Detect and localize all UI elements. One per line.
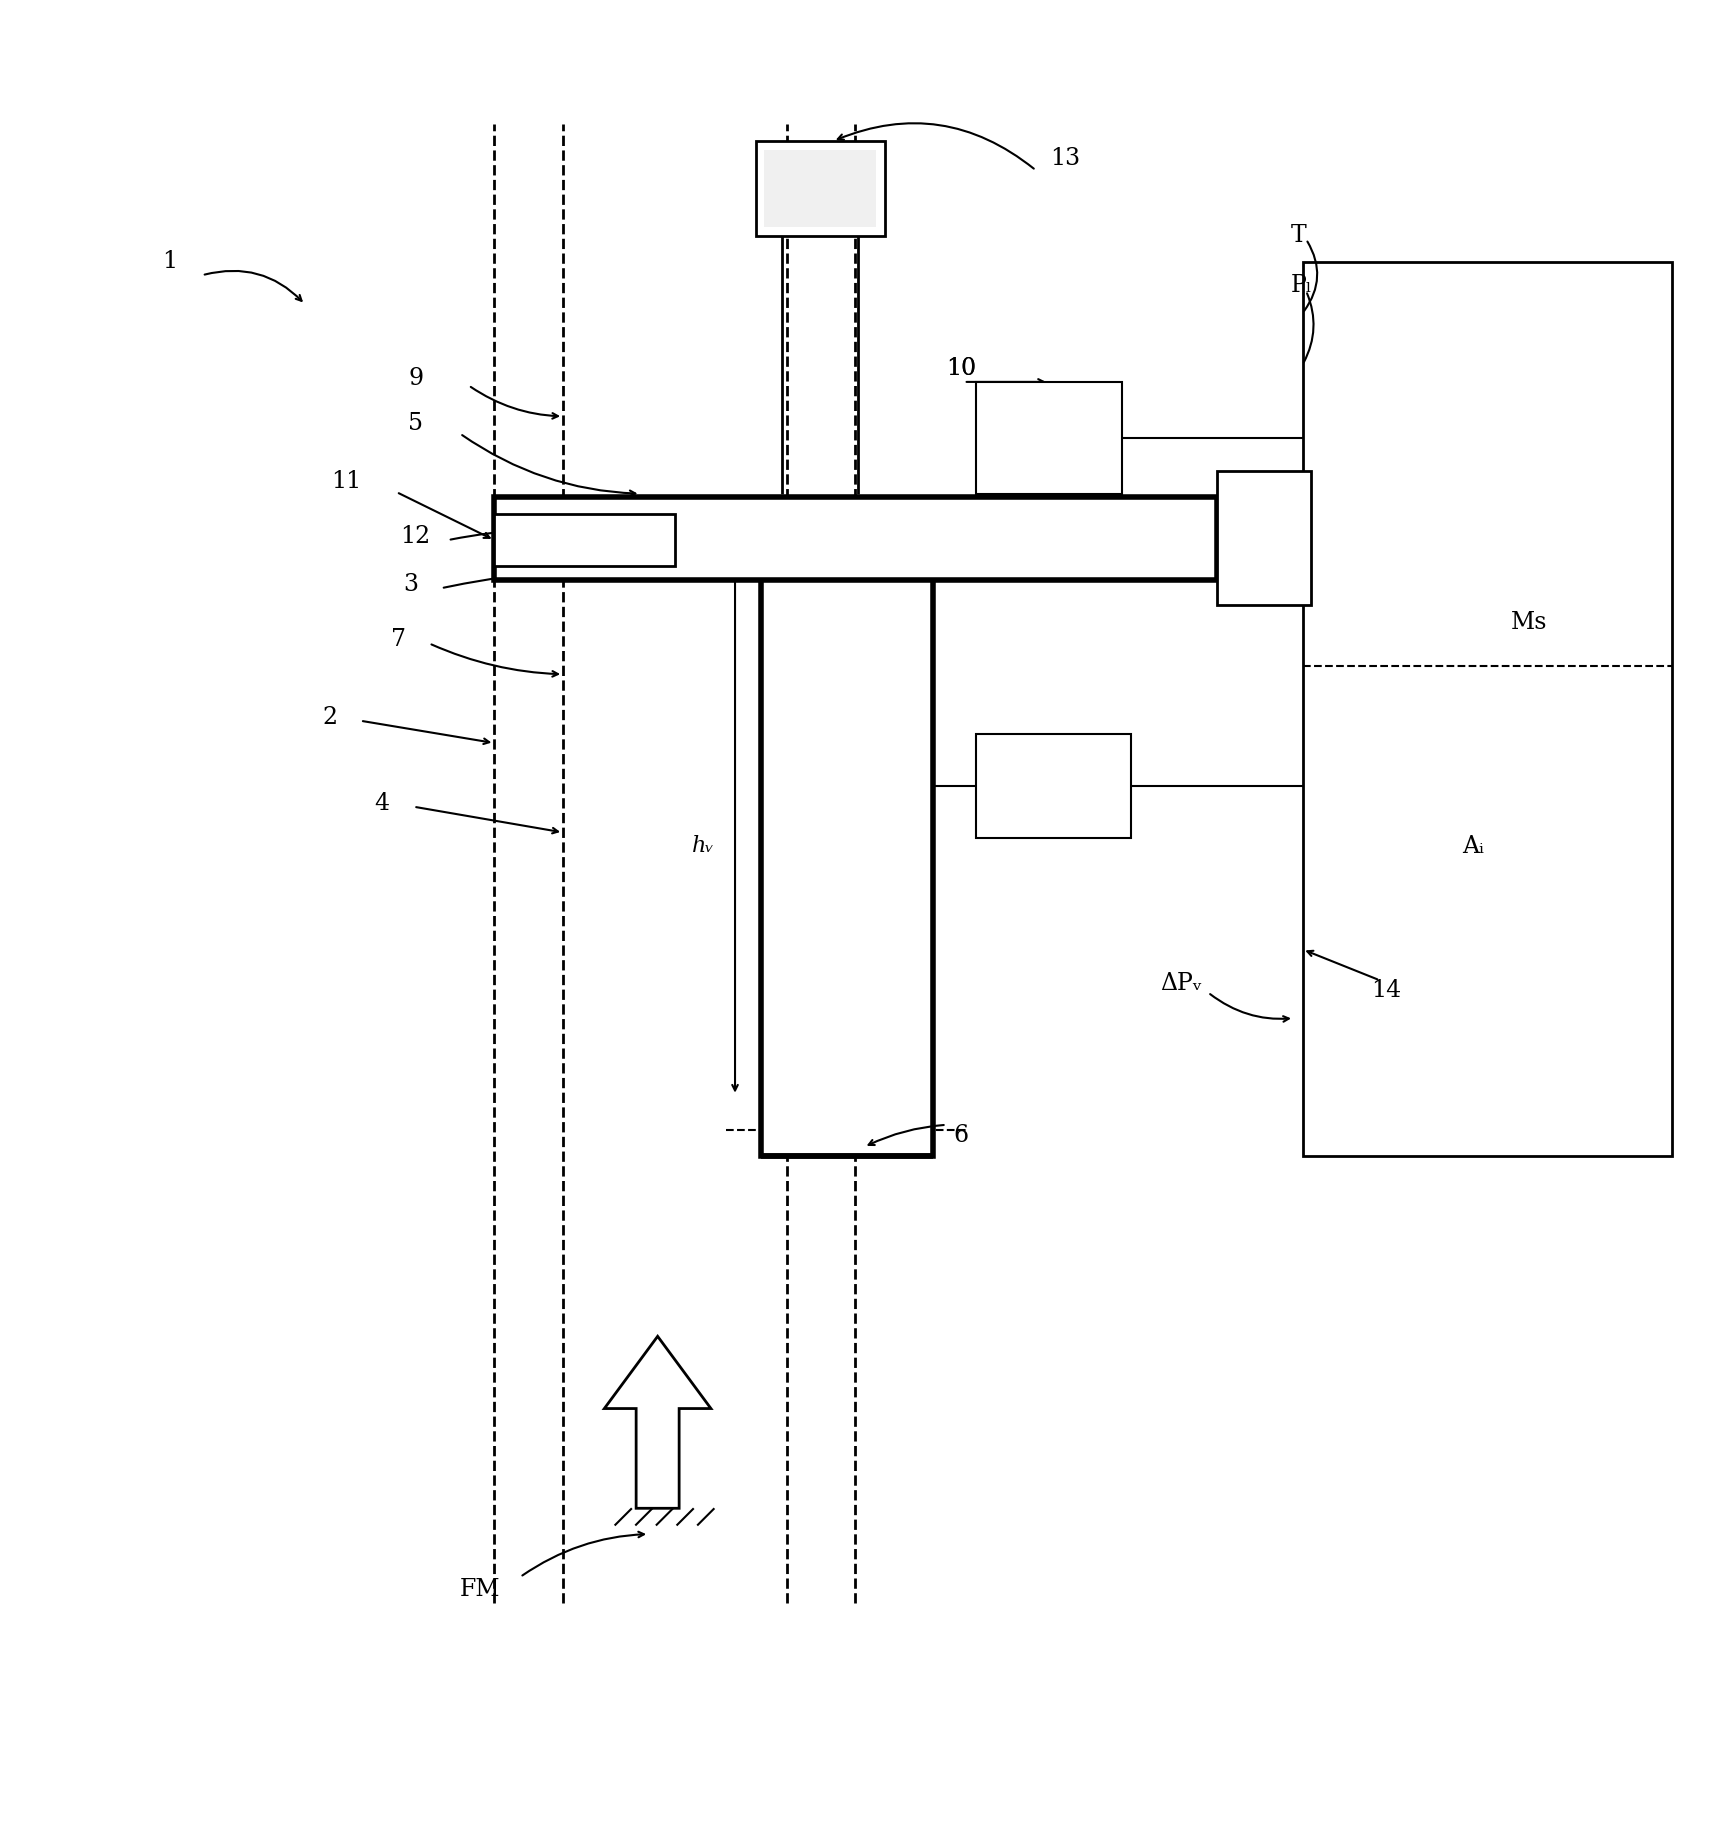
Text: Ms: Ms [1510, 611, 1547, 635]
Text: 2: 2 [323, 706, 337, 728]
Text: 5: 5 [408, 412, 423, 436]
Bar [494, 498, 1217, 580]
Bar [1217, 472, 1312, 606]
Text: 8: 8 [1044, 822, 1059, 844]
Text: 6: 6 [954, 1124, 969, 1147]
Text: 1: 1 [162, 251, 178, 273]
Bar [976, 734, 1130, 838]
Text: hᵥ: hᵥ [691, 834, 715, 856]
Text: 12: 12 [399, 525, 430, 549]
Bar [755, 141, 885, 236]
Text: 4: 4 [373, 792, 389, 814]
Text: 14: 14 [1372, 979, 1401, 1003]
Text: 9: 9 [408, 368, 423, 390]
Bar [494, 514, 676, 565]
Text: 10: 10 [947, 357, 976, 379]
Text: FM: FM [460, 1577, 501, 1601]
Text: 10: 10 [947, 357, 976, 379]
Text: Pₗ: Pₗ [1291, 274, 1312, 296]
Text: 7: 7 [391, 628, 406, 651]
Bar [1303, 262, 1673, 1157]
Text: T: T [1291, 225, 1306, 247]
Text: Aᵢ: Aᵢ [1462, 834, 1484, 858]
Bar [760, 545, 933, 1157]
Text: 13: 13 [1049, 146, 1080, 170]
Text: ΔPᵥ: ΔPᵥ [1159, 972, 1201, 996]
Text: 3: 3 [403, 573, 418, 597]
Text: 11: 11 [330, 470, 361, 492]
Bar [976, 382, 1121, 494]
FancyArrow shape [605, 1336, 710, 1508]
Bar [764, 150, 876, 227]
